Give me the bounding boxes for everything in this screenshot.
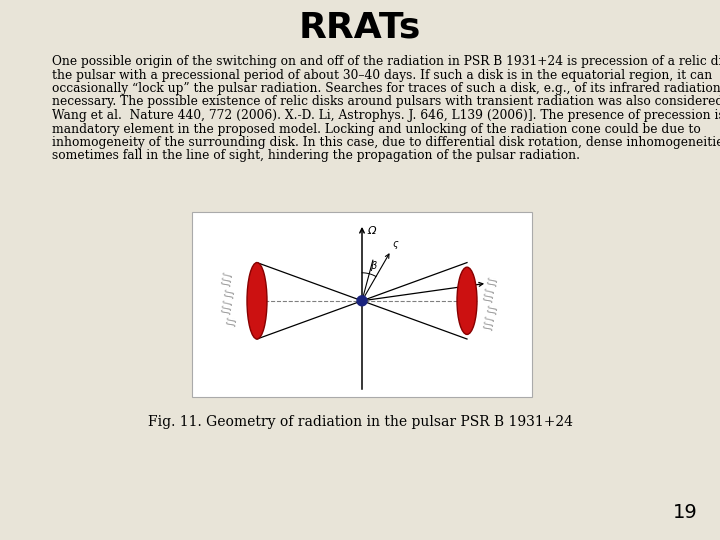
Text: occasionally “lock up” the pulsar radiation. Searches for traces of such a disk,: occasionally “lock up” the pulsar radiat… [52, 82, 720, 95]
Text: ∫∫∫: ∫∫∫ [482, 314, 495, 331]
Text: inhomogeneity of the surrounding disk. In this case, due to differential disk ro: inhomogeneity of the surrounding disk. I… [52, 136, 720, 149]
Text: ς: ς [393, 239, 399, 248]
Text: Ω: Ω [367, 226, 376, 236]
Text: ∫∫: ∫∫ [486, 275, 498, 287]
Text: One possible origin of the switching on and off of the radiation in PSR B 1931+2: One possible origin of the switching on … [52, 55, 720, 68]
Text: Fig. 11. Geometry of radiation in the pulsar PSR B 1931+24: Fig. 11. Geometry of radiation in the pu… [148, 415, 572, 429]
Text: RRATs: RRATs [299, 10, 421, 44]
Text: ∫∫∫: ∫∫∫ [221, 271, 233, 287]
Bar [192, 212, 532, 397]
Text: ∫∫: ∫∫ [225, 315, 237, 327]
Text: necessary. The possible existence of relic disks around pulsars with transient r: necessary. The possible existence of rel… [52, 96, 720, 109]
Text: ∫∫: ∫∫ [223, 287, 235, 299]
Text: ∫∫∫: ∫∫∫ [482, 286, 495, 303]
Text: ∫∫∫: ∫∫∫ [221, 299, 233, 315]
Text: 19: 19 [672, 503, 698, 522]
Text: ∫∫: ∫∫ [486, 303, 498, 315]
Ellipse shape [457, 267, 477, 334]
Circle shape [357, 296, 367, 306]
Text: the pulsar with a precessional period of about 30–40 days. If such a disk is in : the pulsar with a precessional period of… [52, 69, 712, 82]
Text: sometimes fall in the line of sight, hindering the propagation of the pulsar rad: sometimes fall in the line of sight, hin… [52, 150, 580, 163]
Text: β: β [370, 261, 377, 271]
Ellipse shape [247, 262, 267, 339]
Text: mandatory element in the proposed model. Locking and unlocking of the radiation : mandatory element in the proposed model.… [52, 123, 701, 136]
Text: Wang et al.  Nature 440, 772 (2006). X.-D. Li, Astrophys. J. 646, L139 (2006)]. : Wang et al. Nature 440, 772 (2006). X.-D… [52, 109, 720, 122]
